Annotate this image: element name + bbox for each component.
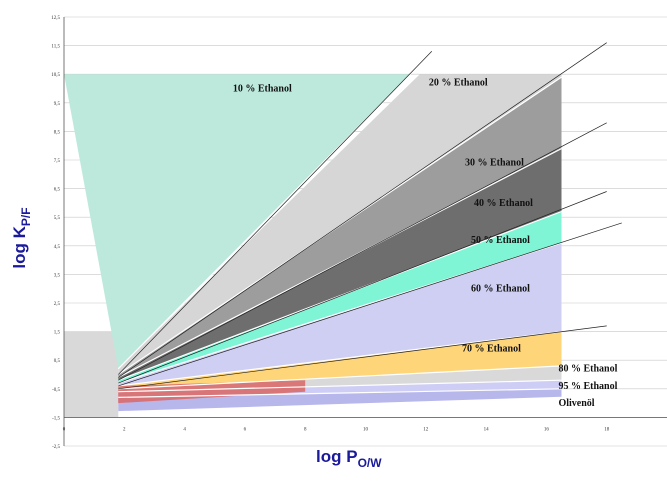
y-tick-label: 5,5 [54,216,61,221]
x-axis-title: log PO/W [316,447,382,470]
extension-line [118,122,607,381]
extension-line [118,51,433,375]
axes [63,17,667,446]
region-fill [64,331,119,418]
x-tick-label: 0 [63,427,66,432]
band-label: Olivenöl [558,398,594,409]
band-boundary [118,365,562,390]
band-boundary [118,396,562,413]
y-tick-label: 7,5 [54,159,61,164]
y-tick-label: 10,5 [51,73,60,78]
y-tick-label: 12,5 [51,16,60,21]
extension-line [118,42,607,378]
y-tick-label: 2,5 [54,302,61,307]
band-label: 30 % Ethanol [465,158,524,169]
y-tick-label: 1,5 [54,331,61,336]
band-label: 70 % Ethanol [462,344,521,355]
y-tick-label: -2,5 [52,445,60,450]
band-area [118,388,562,412]
band-labels: 10 % Ethanol 20 % Ethanol 30 % Ethanol 40 %… [233,78,618,409]
band-boundary [118,331,562,387]
band-label: 95 % Ethanol [558,381,617,392]
y-tick-label: 3,5 [54,273,61,278]
y-axis-title: log KP/F [10,207,33,268]
band-boundary [118,148,562,378]
x-tick-label: 18 [604,427,610,432]
band-boundary [118,379,562,393]
y-tick-label: 11,5 [51,45,60,50]
y-tick-label: -0,5 [52,388,60,393]
extension-line [118,222,622,387]
x-tick-label: 10 [363,427,369,432]
band-area [118,211,562,384]
x-tick-label: 2 [123,427,126,432]
extension-line [118,325,607,390]
x-tick-label: 16 [544,427,550,432]
tick-labels: 12,5 11,5 10,5 9,5 8,5 7,5 6,5 5,5 4,5 3,5 2,5 1,5 0… [51,16,609,450]
x-tick-label: 8 [304,427,307,432]
band-label: 80 % Ethanol [558,364,617,375]
y-tick-label: 9,5 [54,102,61,107]
x-tick-label: 12 [423,427,429,432]
band-label: 20 % Ethanol [429,78,488,89]
x-tick-label: 14 [484,427,490,432]
y-tick-label: 4,5 [54,245,61,250]
band-label: 10 % Ethanol [233,83,292,94]
band-boundary [118,388,562,398]
boundary-lines [117,42,622,413]
band-area [118,148,562,381]
y-tick-label: 8,5 [54,130,61,135]
x-tick-label: 4 [183,427,186,432]
band-area [64,74,411,369]
y-tick-label: 6,5 [54,188,61,193]
band-label: 50 % Ethanol [471,235,530,246]
y-tick-label: 0,5 [54,359,61,364]
band-label: 40 % Ethanol [474,198,533,209]
band-label: 60 % Ethanol [471,284,530,295]
y-tick-label: -1,5 [52,416,60,421]
band-area [118,77,562,378]
x-tick-label: 6 [244,427,247,432]
extension-line [118,191,607,384]
